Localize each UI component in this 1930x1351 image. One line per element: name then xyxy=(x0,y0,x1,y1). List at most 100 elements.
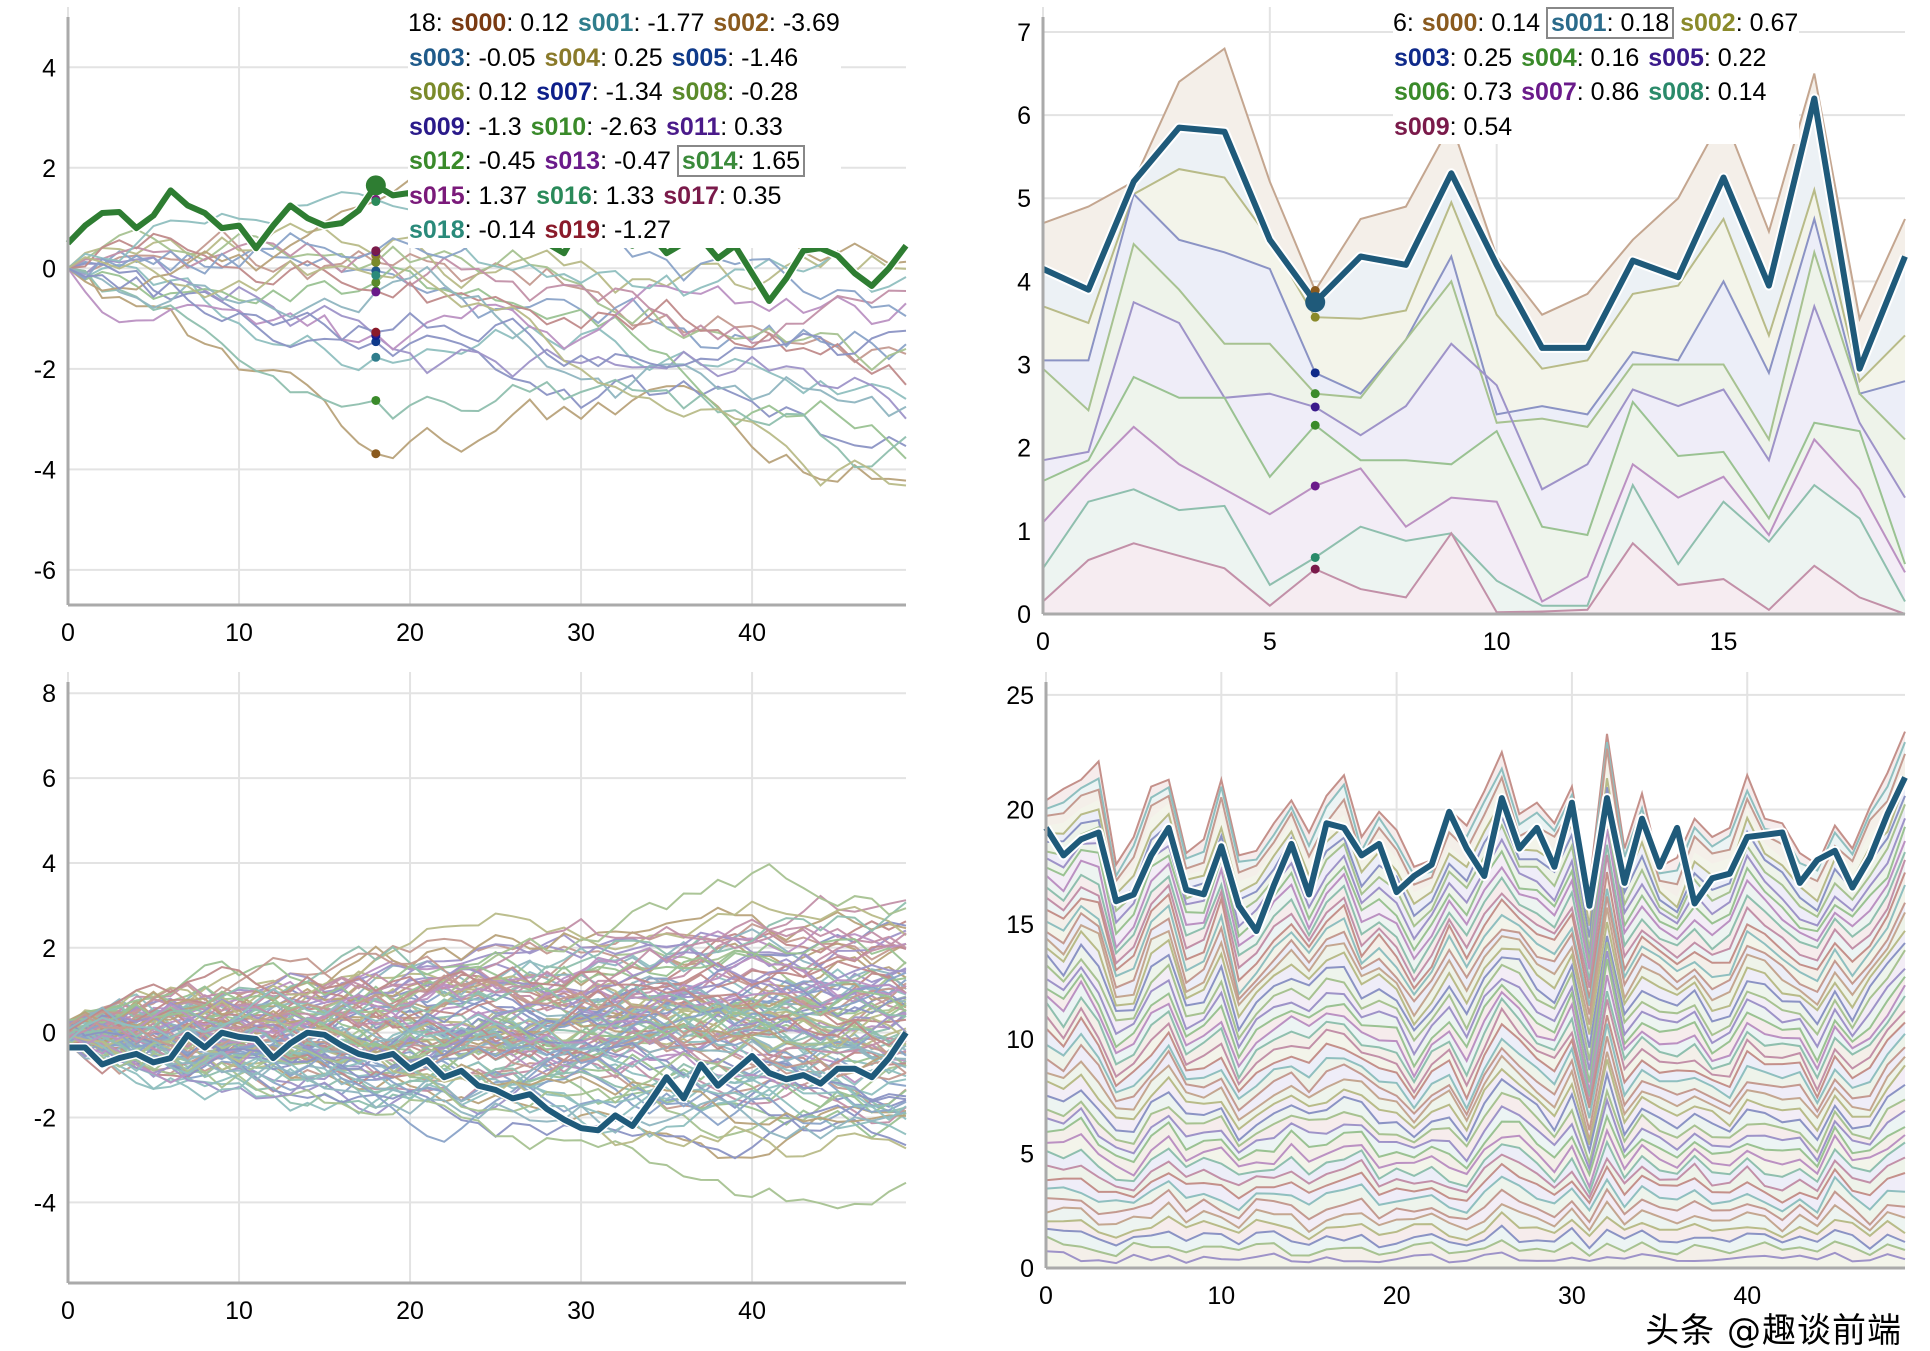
legend-tl-item-s006[interactable]: s006: 0.12 xyxy=(408,78,528,106)
tl-series-line[interactable] xyxy=(67,263,907,400)
br-series-line[interactable] xyxy=(1045,1200,1906,1234)
tr-series-line-s009[interactable] xyxy=(1042,531,1906,615)
legend-tr-item-s009[interactable]: s009: 0.54 xyxy=(1393,113,1513,141)
legend-tr-item-s003[interactable]: s003: 0.25 xyxy=(1393,44,1513,72)
legend-tl-item-s019[interactable]: s019: -1.27 xyxy=(543,216,672,244)
br-series-line[interactable] xyxy=(1045,1015,1906,1109)
chart-top-right-stacked-area[interactable]: 0 1 2 3 4 5 6 7 0 5 10 15 xyxy=(1017,7,1910,656)
legend-tr-item-s000[interactable]: s000: 0.14 xyxy=(1421,9,1541,37)
br-series-line[interactable] xyxy=(1045,896,1906,1015)
tl-series-line[interactable] xyxy=(67,267,907,369)
legend-tl-item-s017[interactable]: s017: 0.35 xyxy=(662,182,782,210)
br-series-line[interactable] xyxy=(1045,844,1906,981)
br-series-line[interactable] xyxy=(1045,907,1906,1025)
br-series-line[interactable] xyxy=(1045,1187,1906,1226)
legend-tl-item-s014[interactable]: s014: 1.65 xyxy=(676,145,806,177)
legend-tr-item-s002[interactable]: s002: 0.67 xyxy=(1679,9,1799,37)
bl-highlight-series-line[interactable] xyxy=(68,1029,909,1134)
bl-series-line[interactable] xyxy=(67,938,907,1026)
tl-series-line[interactable] xyxy=(67,256,907,420)
legend-tl-item-s004[interactable]: s004: 0.25 xyxy=(543,44,663,72)
br-series-line[interactable] xyxy=(1045,808,1906,958)
bl-series-line[interactable] xyxy=(67,981,907,1044)
br-series-line[interactable] xyxy=(1045,1139,1906,1196)
legend-tl-item-s011[interactable]: s011: 0.33 xyxy=(665,113,784,141)
tr-series-line-s008[interactable] xyxy=(1042,482,1906,607)
tr-series-line-s006[interactable] xyxy=(1042,375,1906,565)
br-series-line[interactable] xyxy=(1045,1051,1906,1141)
br-highlight-series-line[interactable] xyxy=(1043,776,1908,934)
legend-tr-item-s004[interactable]: s004: 0.16 xyxy=(1520,44,1640,72)
br-series-line[interactable] xyxy=(1045,871,1906,999)
br-series-line[interactable] xyxy=(1045,990,1906,1097)
br-series-line[interactable] xyxy=(1045,1250,1906,1265)
legend-tl-item-s002[interactable]: s002: -3.69 xyxy=(712,9,841,37)
chart-bottom-right-stacked-area[interactable]: 0 5 10 15 20 25 0 10 20 30 40 xyxy=(1006,672,1910,1310)
legend-tl-item-s000[interactable]: s000: 0.12 xyxy=(450,9,570,37)
tl-series-line[interactable] xyxy=(67,266,907,460)
bl-series-line[interactable] xyxy=(67,1039,907,1210)
br-series-line[interactable] xyxy=(1045,1235,1906,1258)
legend-tr-item-s006[interactable]: s006: 0.73 xyxy=(1393,78,1513,106)
tl-series-line[interactable] xyxy=(67,232,907,386)
br-series-line[interactable] xyxy=(1045,1113,1906,1178)
legend-tr-item-s008[interactable]: s008: 0.14 xyxy=(1647,78,1767,106)
bl-series-line[interactable] xyxy=(67,992,907,1075)
bl-series-line[interactable] xyxy=(67,987,907,1121)
br-series-line[interactable] xyxy=(1045,854,1906,989)
br-series-line[interactable] xyxy=(1045,1059,1906,1146)
legend-tr-item-s007[interactable]: s007: 0.86 xyxy=(1520,78,1640,106)
legend-tl-item-s001[interactable]: s001: -1.77 xyxy=(577,9,706,37)
bl-series-line[interactable] xyxy=(67,965,907,1047)
tr-series-line-s005[interactable] xyxy=(1042,300,1906,499)
legend-tl-item-s015[interactable]: s015: 1.37 xyxy=(408,182,528,210)
br-series-line[interactable] xyxy=(1045,958,1906,1083)
br-series-line[interactable] xyxy=(1045,1087,1906,1167)
br-series-line[interactable] xyxy=(1045,1175,1906,1215)
br-series-line[interactable] xyxy=(1045,884,1906,1007)
tl-series-line[interactable] xyxy=(67,267,907,469)
br-series-line[interactable] xyxy=(1045,1036,1906,1131)
tl-series-line[interactable] xyxy=(67,267,907,483)
legend-tl-item-s005[interactable]: s005: -1.46 xyxy=(671,44,800,72)
legend-tr-item-s005[interactable]: s005: 0.22 xyxy=(1647,44,1767,72)
br-series-line[interactable] xyxy=(1045,921,1906,1035)
bl-series-line[interactable] xyxy=(67,971,907,1078)
br-series-line[interactable] xyxy=(1045,950,1906,1071)
br-series-line[interactable] xyxy=(1045,1162,1906,1205)
tl-series-line[interactable] xyxy=(67,262,907,449)
br-series-line[interactable] xyxy=(1045,1096,1906,1173)
tr-series-line-s003[interactable] xyxy=(1043,192,1906,416)
tl-series-line[interactable] xyxy=(67,228,907,364)
legend-tl-item-s018[interactable]: s018: -0.14 xyxy=(408,216,537,244)
tl-series-line[interactable] xyxy=(67,256,907,487)
bl-series-line[interactable] xyxy=(67,964,907,1044)
legend-tl-item-s003[interactable]: s003: -0.05 xyxy=(408,44,537,72)
br-series-line[interactable] xyxy=(1045,999,1906,1104)
legend-tl-item-s013[interactable]: s013: -0.47 xyxy=(543,147,672,175)
bl-series-line[interactable] xyxy=(67,1010,907,1077)
br-series-line[interactable] xyxy=(1045,1127,1906,1190)
br-series-line[interactable] xyxy=(1045,942,1906,1061)
tr-series-line-s000[interactable] xyxy=(1042,46,1906,323)
br-series-line[interactable] xyxy=(1045,1070,1906,1155)
br-series-line[interactable] xyxy=(1045,935,1906,1048)
br-series-line[interactable] xyxy=(1045,748,1906,910)
bl-series-line[interactable] xyxy=(67,989,907,1060)
legend-tl-item-s012[interactable]: s012: -0.45 xyxy=(408,147,537,175)
tl-series-line[interactable] xyxy=(67,222,907,294)
br-series-line[interactable] xyxy=(1045,974,1906,1092)
legend-tr-item-s001[interactable]: s001: 0.18 xyxy=(1545,7,1675,39)
br-series-line[interactable] xyxy=(1045,828,1906,970)
tr-series-line-s002[interactable] xyxy=(1042,168,1906,384)
bl-series-line[interactable] xyxy=(67,1003,907,1064)
br-series-line[interactable] xyxy=(1045,731,1906,886)
legend-tl-item-s007[interactable]: s007: -1.34 xyxy=(535,78,664,106)
br-series-line[interactable] xyxy=(1045,815,1906,964)
br-series-line[interactable] xyxy=(1045,1023,1906,1119)
bl-series-line[interactable] xyxy=(67,863,907,1073)
br-series-line[interactable] xyxy=(1045,796,1906,950)
br-series-line[interactable] xyxy=(1045,741,1906,897)
bl-series-line[interactable] xyxy=(67,1006,907,1140)
br-series-line[interactable] xyxy=(1045,1224,1906,1250)
